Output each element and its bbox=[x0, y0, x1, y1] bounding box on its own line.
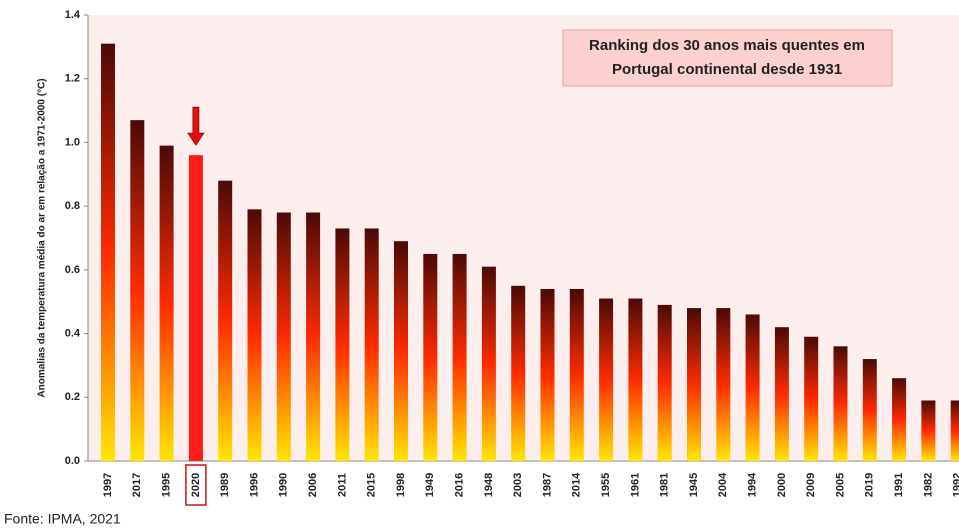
x-tick-label: 1998 bbox=[395, 473, 407, 497]
title-box bbox=[562, 29, 893, 87]
bar bbox=[159, 145, 174, 461]
x-tick-label: 1948 bbox=[483, 473, 495, 497]
x-tick-label: 1987 bbox=[541, 473, 553, 497]
highlight-box bbox=[185, 464, 207, 506]
x-tick-label: 1992 bbox=[952, 473, 959, 497]
source: Fonte: IPMA, 2021 bbox=[4, 511, 121, 527]
bar bbox=[306, 212, 321, 461]
bar bbox=[628, 298, 643, 461]
x-tick-label: 2014 bbox=[571, 472, 583, 497]
x-tick-label: 2000 bbox=[776, 473, 788, 497]
bar bbox=[745, 314, 760, 461]
bar bbox=[540, 288, 555, 461]
y-tick-label: 1.0 bbox=[65, 136, 80, 148]
bar bbox=[481, 266, 496, 461]
x-tick-label: 2006 bbox=[307, 473, 319, 497]
bar bbox=[921, 400, 936, 461]
y-tick-label: 1.4 bbox=[65, 9, 81, 21]
chart-title: Ranking dos 30 anos mais quentes em bbox=[589, 37, 865, 54]
bar bbox=[247, 209, 262, 461]
y-tick-label: 0.0 bbox=[65, 455, 80, 467]
x-tick-label: 2017 bbox=[131, 473, 143, 497]
x-tick-label: 2009 bbox=[805, 473, 817, 497]
x-tick-label: 2011 bbox=[336, 473, 348, 497]
bar bbox=[892, 378, 907, 461]
x-tick-label: 1990 bbox=[278, 473, 290, 497]
x-tick-label: 2015 bbox=[366, 473, 378, 497]
bar bbox=[335, 228, 350, 461]
bar bbox=[394, 241, 408, 461]
bar bbox=[862, 359, 877, 461]
x-tick-label: 2003 bbox=[512, 473, 524, 497]
bar bbox=[833, 346, 848, 461]
y-tick-label: 0.4 bbox=[65, 327, 81, 339]
bar bbox=[452, 253, 467, 461]
x-tick-label: 1997 bbox=[102, 473, 114, 497]
y-tick-label: 0.8 bbox=[65, 200, 80, 212]
bar bbox=[950, 400, 959, 461]
bar bbox=[188, 155, 203, 461]
y-tick-label: 1.2 bbox=[65, 73, 80, 85]
x-tick-label: 1995 bbox=[161, 473, 173, 497]
chart-title: Portugal continental desde 1931 bbox=[612, 61, 842, 78]
x-tick-label: 2019 bbox=[864, 473, 876, 497]
x-tick-label: 1955 bbox=[600, 473, 612, 497]
x-tick-label: 1982 bbox=[922, 473, 934, 497]
bar bbox=[716, 308, 731, 461]
x-tick-label: 1989 bbox=[219, 473, 231, 497]
x-tick-label: 1949 bbox=[424, 473, 436, 497]
x-tick-label: 1991 bbox=[893, 473, 905, 497]
y-tick-label: 0.6 bbox=[65, 264, 80, 276]
x-tick-label: 2005 bbox=[834, 473, 846, 497]
bar bbox=[569, 288, 584, 461]
x-tick-label: 1994 bbox=[747, 472, 759, 497]
bar bbox=[687, 308, 701, 461]
bar bbox=[804, 336, 819, 461]
bar bbox=[364, 228, 379, 461]
bar bbox=[130, 120, 145, 461]
highlight-arrow bbox=[187, 106, 205, 146]
x-tick-label: 2020 bbox=[190, 473, 202, 497]
y-axis-label: Anomalias da temperatura média do ar em … bbox=[37, 78, 48, 397]
x-tick-label: 2004 bbox=[717, 472, 729, 497]
x-tick-label: 2016 bbox=[454, 473, 466, 497]
bar bbox=[774, 327, 789, 461]
bar bbox=[218, 180, 233, 461]
x-tick-label: 1981 bbox=[659, 473, 671, 497]
x-tick-label: 1945 bbox=[688, 473, 700, 497]
bar bbox=[423, 253, 438, 461]
bar bbox=[657, 304, 672, 461]
x-tick-label: 1996 bbox=[248, 473, 260, 497]
x-tick-label: 1961 bbox=[629, 473, 641, 497]
bar bbox=[276, 212, 291, 461]
bar bbox=[511, 285, 526, 461]
bar bbox=[599, 298, 614, 461]
y-tick-label: 0.2 bbox=[65, 391, 80, 403]
bar bbox=[101, 43, 115, 462]
